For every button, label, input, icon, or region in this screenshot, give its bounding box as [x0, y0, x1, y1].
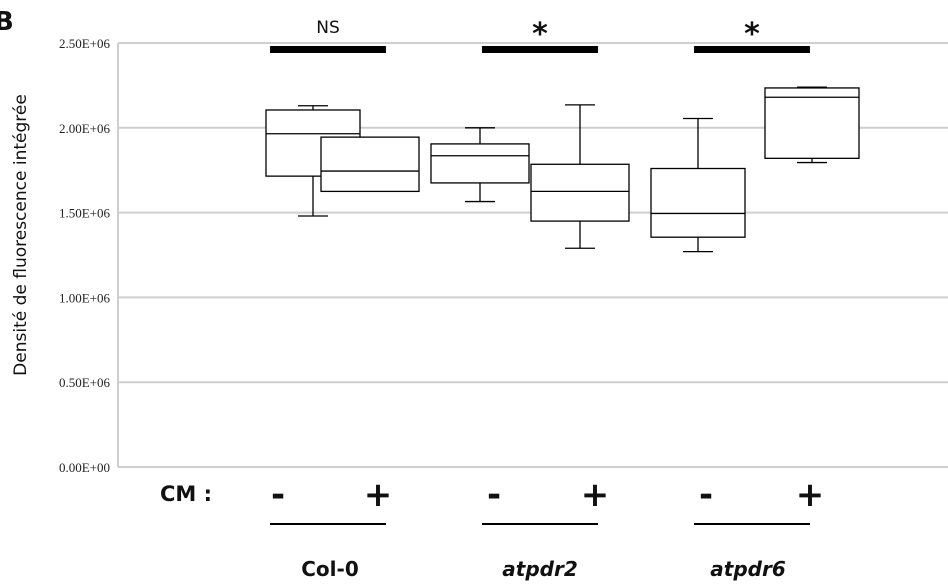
box-iqr	[430, 143, 530, 184]
group-label-atpdr2: atpdr2	[502, 557, 577, 581]
cm-signs: - + - + - +	[271, 475, 824, 515]
box-atpdr6-minus	[650, 117, 746, 253]
group-label-Col-0: Col-0	[301, 557, 359, 581]
gridlines	[117, 42, 948, 468]
significance-bars: NS * *	[270, 17, 810, 53]
y-tick-label-1: 0.50E+06	[59, 375, 111, 390]
cm-plus-Col-0: +	[364, 475, 393, 515]
y-axis-label: Densité de fluorescence intégrée	[11, 94, 31, 376]
cm-minus-Col-0: -	[271, 475, 285, 515]
box-atpdr2-minus	[430, 127, 530, 203]
group-label-atpdr6: atpdr6	[710, 557, 786, 581]
y-tick-label-2: 1.00E+06	[59, 290, 111, 305]
cm-plus-atpdr2: +	[581, 475, 610, 515]
y-tick-label-5: 2.50E+06	[59, 36, 111, 51]
significance-label-atpdr2: *	[532, 17, 548, 52]
box-Col-0-plus	[320, 136, 420, 193]
y-tick-label-4: 2.00E+06	[59, 121, 111, 136]
y-tick-label-3: 1.50E+06	[59, 206, 111, 221]
box-atpdr2-plus	[530, 104, 630, 249]
cm-minus-atpdr2: -	[487, 475, 501, 515]
box-iqr	[764, 87, 860, 159]
group-labels: Col-0 atpdr2 atpdr6	[270, 523, 810, 581]
y-tick-label-0: 0.00E+00	[59, 460, 110, 475]
significance-bar-atpdr6	[694, 46, 810, 53]
cm-plus-atpdr6: +	[796, 475, 825, 515]
box-iqr	[530, 163, 630, 222]
significance-bar-atpdr2	[482, 46, 598, 53]
cm-minus-atpdr6: -	[699, 475, 713, 515]
box-iqr	[320, 136, 420, 193]
box-iqr	[650, 167, 746, 238]
panel-letter: B	[0, 7, 14, 37]
y-axis-ticks: 0.00E+00 0.50E+06 1.00E+06 1.50E+06 2.00E+06…	[59, 36, 111, 475]
significance-label-atpdr6: *	[744, 17, 760, 52]
cm-label: CM :	[160, 482, 212, 506]
boxes	[265, 86, 860, 253]
significance-bar-Col-0	[270, 46, 386, 53]
significance-label-Col-0: NS	[316, 18, 340, 38]
box-atpdr6-plus	[764, 86, 860, 164]
